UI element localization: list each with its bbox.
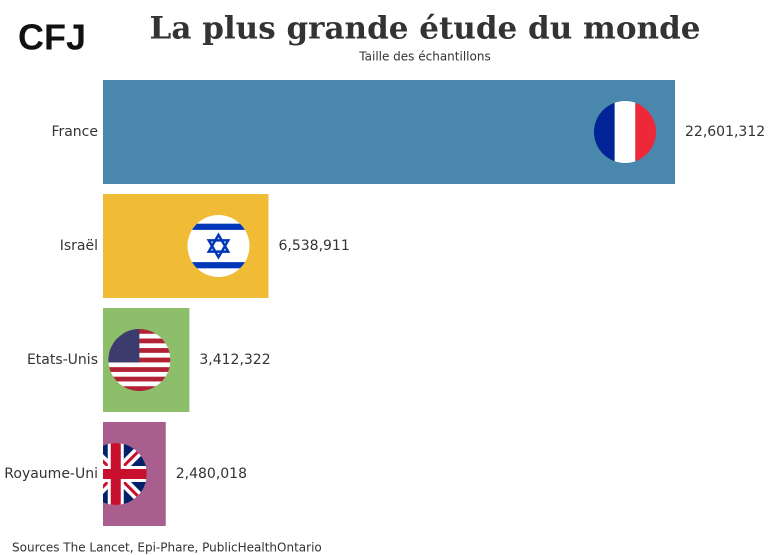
category-label: Israël <box>60 238 98 254</box>
flag <box>108 329 171 391</box>
flag-stripe <box>108 367 171 373</box>
bar <box>103 80 675 184</box>
value-label: 6,538,911 <box>278 238 349 254</box>
flag-stripe <box>108 376 171 382</box>
logo: CFJ <box>18 17 86 58</box>
flag-stripe <box>108 362 171 368</box>
flag-stripe <box>187 262 250 269</box>
flag-stripe <box>614 101 636 163</box>
flag-wrap <box>108 329 171 391</box>
flag-star <box>206 239 231 260</box>
flag-stripe <box>635 101 656 163</box>
flag-cross <box>110 443 121 505</box>
source: Sources The Lancet, Epi-Phare, PublicHea… <box>12 541 322 555</box>
flag-stripe <box>108 371 171 378</box>
flag-wrap <box>187 215 250 277</box>
flag-star <box>206 232 231 253</box>
category-label: Etats-Unis <box>27 352 98 368</box>
category-label: Royaume-Uni <box>4 466 98 482</box>
value-label: 2,480,018 <box>176 466 247 482</box>
flag-cross <box>103 469 147 479</box>
chart-subtitle: Taille des échantillons <box>358 50 490 64</box>
flag-stripe <box>594 101 615 163</box>
flag-wrap <box>594 101 656 163</box>
flag <box>594 101 656 163</box>
flag-stripe <box>108 381 171 387</box>
value-label: 22,601,312 <box>685 124 765 140</box>
value-label: 3,412,322 <box>199 352 270 368</box>
flag-stripe <box>108 386 171 391</box>
flag <box>187 215 250 277</box>
category-label: France <box>51 124 98 140</box>
chart-title: La plus grande étude du monde <box>150 11 701 47</box>
flag-stripe <box>187 223 250 230</box>
